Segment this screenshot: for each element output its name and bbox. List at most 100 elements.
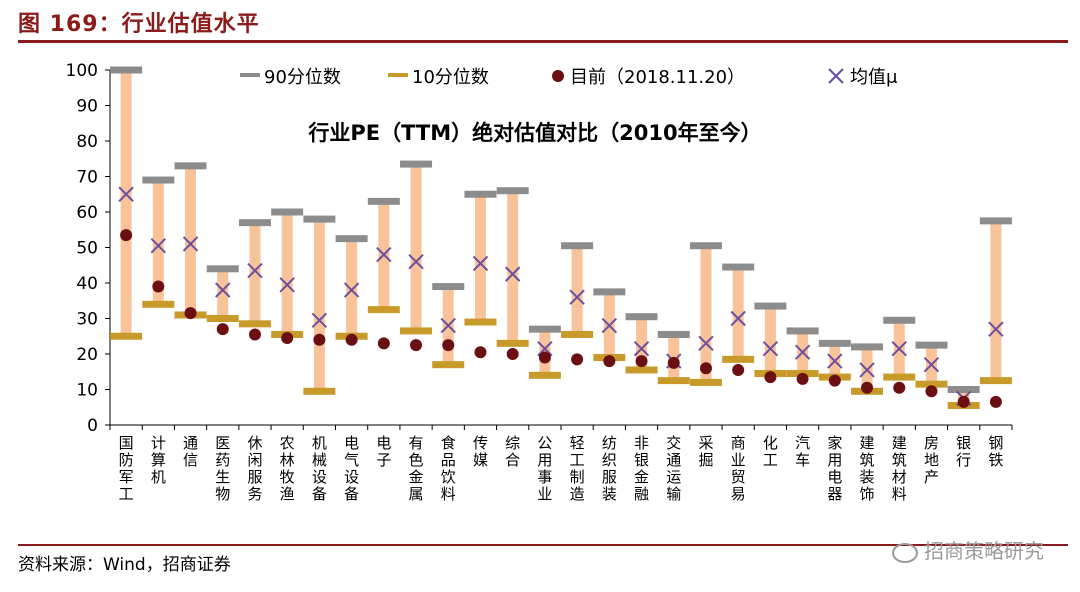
legend-label-p10: 10分位数 (412, 67, 489, 88)
p10-marker (528, 371, 561, 379)
x-tick-label: 材 (892, 468, 907, 486)
mean-marker-stroke (698, 335, 714, 352)
x-tick-label: 银 (634, 451, 649, 469)
x-tick-label: 商 (731, 434, 746, 452)
current-point (442, 339, 455, 352)
mean-marker-stroke (569, 289, 585, 305)
mean-marker (794, 344, 811, 360)
current-point (667, 356, 680, 369)
p90-marker (271, 208, 304, 216)
x-tick-label: 筑 (892, 451, 907, 469)
p10-marker (206, 315, 239, 322)
x-tick-label: 料 (892, 485, 907, 503)
legend-swatch-current (552, 70, 564, 82)
x-tick-label: 织 (602, 451, 617, 469)
current-point (732, 363, 745, 376)
x-tick-label: 金 (409, 468, 424, 486)
mean-marker (601, 317, 618, 334)
p90-marker (528, 325, 561, 333)
mean-marker (730, 310, 746, 327)
mean-marker-stroke (472, 255, 489, 272)
p10-marker (110, 332, 143, 340)
mean-marker (472, 255, 489, 272)
x-tick-label: 交 (666, 434, 681, 452)
p90-marker (238, 219, 271, 227)
mean-marker-stroke (601, 317, 618, 334)
range-bar (120, 70, 132, 337)
p10-marker (561, 330, 594, 338)
p90-marker (206, 265, 239, 273)
p90-marker (496, 187, 529, 195)
x-tick-label: 渔 (280, 485, 295, 503)
x-tick-label: 造 (570, 485, 585, 503)
y-tick-label: 0 (87, 416, 98, 436)
x-tick-label: 金 (634, 468, 649, 486)
x-tick-label: 林 (280, 451, 295, 469)
x-tick-label: 传 (473, 434, 488, 452)
x-tick-label: 色 (409, 451, 424, 469)
mean-marker (988, 321, 1004, 337)
mean-marker-stroke (730, 310, 746, 327)
x-tick-label: 设 (312, 468, 327, 486)
x-tick-label: 输 (666, 485, 681, 503)
x-tick-label: 合 (505, 451, 520, 469)
p90-marker (464, 190, 497, 198)
current-point (152, 280, 165, 293)
x-tick-label: 工 (570, 451, 585, 469)
p10-marker (303, 387, 336, 395)
p90-marker (110, 66, 143, 74)
mean-marker-stroke (504, 266, 521, 282)
x-tick-label: 贸 (731, 468, 746, 486)
title-rule (18, 40, 1068, 43)
p90-marker (851, 343, 884, 351)
mean-marker-stroke (376, 246, 392, 263)
x-tick-label: 掘 (698, 451, 713, 469)
x-tick-label: 运 (666, 468, 681, 486)
range-bar (732, 267, 744, 360)
legend-swatch-mean (828, 68, 844, 84)
mean-marker (279, 277, 295, 293)
p10-marker (464, 318, 497, 326)
source-note: 资料来源：Wind，招商证券 (18, 555, 231, 575)
p10-marker (915, 380, 948, 388)
x-tick-label: 备 (344, 485, 359, 503)
p90-marker (593, 288, 626, 296)
x-tick-label: 通 (666, 451, 681, 469)
x-tick-label: 器 (827, 485, 842, 503)
wechat-icon (892, 542, 918, 563)
current-point (764, 371, 777, 384)
p90-marker (722, 263, 755, 271)
current-point (571, 353, 584, 366)
mean-marker (408, 253, 424, 270)
x-tick-label: 化 (763, 434, 778, 452)
mean-marker-stroke (150, 238, 167, 254)
p90-marker (754, 302, 787, 310)
mean-marker (150, 238, 167, 254)
p90-marker (883, 316, 916, 324)
mean-marker-stroke (440, 317, 456, 334)
legend-swatch-p10 (388, 73, 408, 77)
range-bar (764, 306, 776, 374)
current-point (120, 229, 133, 242)
range-bar (571, 245, 583, 335)
mean-marker-stroke (891, 340, 907, 357)
p10-marker (883, 373, 916, 381)
p90-marker (335, 235, 368, 243)
x-tick-label: 生 (215, 468, 230, 486)
x-tick-label: 服 (602, 468, 617, 486)
x-tick-label: 银 (956, 434, 971, 452)
range-bar (185, 165, 197, 315)
x-tick-label: 行 (956, 451, 971, 469)
x-tick-label: 闲 (247, 451, 262, 469)
x-tick-label: 工 (119, 485, 134, 503)
range-bar (152, 180, 164, 305)
mean-marker (633, 340, 650, 357)
mean-marker (343, 282, 360, 298)
x-tick-label: 建 (892, 434, 907, 452)
x-tick-label: 地 (924, 451, 939, 469)
mean-marker-stroke (408, 253, 424, 270)
x-tick-label: 通 (183, 434, 198, 452)
x-tick-label: 非 (634, 434, 649, 452)
x-tick-label: 机 (312, 434, 327, 452)
mean-marker-stroke (215, 282, 231, 298)
